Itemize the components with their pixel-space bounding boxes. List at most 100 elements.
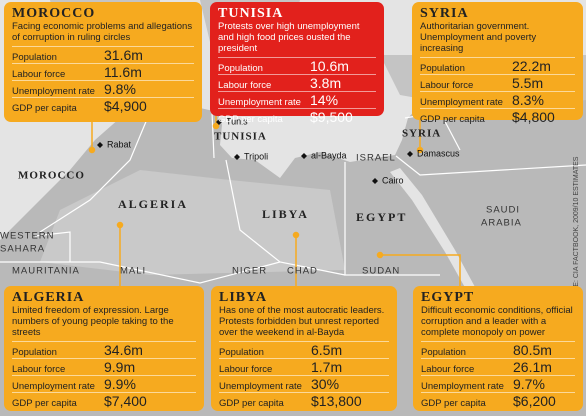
stat-label: Population — [219, 347, 264, 358]
box-description: Facing economic problems and allegations… — [12, 21, 193, 43]
city-marker — [234, 154, 240, 160]
box-description: Has one of the most autocratic leaders. … — [219, 305, 385, 338]
country-label: ISRAEL — [356, 153, 396, 164]
stat-value: 9.9m — [104, 359, 136, 375]
country-box: MOROCCO Facing economic problems and alle… — [4, 2, 202, 122]
stat-row: Unemployment rate 9.8% — [12, 80, 194, 97]
stat-row: Labour force 26.1m — [421, 358, 575, 375]
stat-label: Labour force — [421, 364, 475, 375]
stat-value: 31.6m — [104, 47, 143, 63]
country-label: SUDAN — [362, 266, 400, 277]
country-label: CHAD — [287, 266, 318, 277]
stat-row: Labour force 1.7m — [219, 358, 389, 375]
stat-value: $13,800 — [311, 393, 362, 409]
stat-label: Unemployment rate — [420, 97, 503, 108]
stat-label: Labour force — [12, 69, 66, 80]
stat-label: Population — [12, 52, 57, 63]
stat-row: Population 22.2m — [420, 57, 575, 74]
source: SOURCE: CIA FACTBOOK, 2009/10 ESTIMATES — [573, 156, 580, 312]
box-description: Difficult economic conditions, official … — [421, 305, 573, 338]
country-box: EGYPT Difficult economic conditions, offi… — [413, 286, 583, 411]
box-title: EGYPT — [421, 290, 475, 305]
stat-label: Unemployment rate — [12, 381, 95, 392]
stat-row: GDP per capita $4,800 — [420, 108, 575, 125]
stat-value: $9,500 — [310, 109, 353, 125]
stat-row: Labour force 9.9m — [12, 358, 196, 375]
country-box: SYRIA Authoritarian government. Unemploym… — [412, 2, 583, 125]
box-description: Authoritarian government. Unemployment a… — [420, 21, 537, 54]
stat-label: Population — [421, 347, 466, 358]
country-label: ARABIA — [481, 218, 522, 229]
stat-value: $6,200 — [513, 393, 556, 409]
city-marker — [97, 142, 103, 148]
box-title: SYRIA — [420, 6, 469, 21]
country-label: TUNISIA — [214, 131, 267, 143]
country-label: SYRIA — [402, 128, 441, 140]
stat-row: GDP per capita $7,400 — [12, 392, 196, 409]
stat-row: GDP per capita $4,900 — [12, 97, 194, 114]
stat-value: 34.6m — [104, 342, 143, 358]
red-sea — [390, 168, 482, 300]
stat-label: GDP per capita — [219, 398, 284, 409]
connectors — [88, 116, 461, 286]
city-label: Damascus — [417, 148, 460, 158]
stat-label: Labour force — [420, 80, 474, 91]
stat-value: 9.8% — [104, 81, 136, 97]
stat-row: Unemployment rate 9.9% — [12, 375, 196, 392]
city-marker — [407, 151, 413, 157]
stat-row: Unemployment rate 9.7% — [421, 375, 575, 392]
country-label: SAUDI — [486, 205, 520, 216]
stat-row: Population 6.5m — [219, 341, 389, 358]
stat-value: 14% — [310, 92, 339, 108]
box-title: MOROCCO — [12, 6, 96, 21]
stat-row: Population 10.6m — [218, 57, 376, 74]
stat-row: GDP per capita $13,800 — [219, 392, 389, 409]
stat-row: GDP per capita $9,500 — [218, 108, 376, 125]
country-label: MOROCCO — [18, 170, 85, 182]
stat-value: 5.5m — [512, 75, 544, 91]
stat-value: 30% — [311, 376, 340, 392]
stat-value: 9.9% — [104, 376, 136, 392]
box-description: Limited freedom of expression. Large num… — [12, 305, 174, 338]
stat-label: Population — [12, 347, 57, 358]
stat-value: $4,800 — [512, 109, 555, 125]
stat-value: 11.6m — [104, 64, 142, 80]
stat-row: Population 34.6m — [12, 341, 196, 358]
stat-row: Labour force 3.8m — [218, 74, 376, 91]
country-label: MALI — [120, 266, 146, 277]
stat-row: Unemployment rate 14% — [218, 91, 376, 108]
country-box: TUNISIA Protests over high unemployment a… — [210, 2, 384, 125]
country-label: LIBYA — [262, 207, 309, 221]
stat-label: Labour force — [219, 364, 273, 375]
stat-label: Unemployment rate — [219, 381, 302, 392]
stat-value: 1.7m — [311, 359, 343, 375]
stat-label: Unemployment rate — [12, 86, 95, 97]
city-label: Tunis — [226, 116, 248, 126]
stat-row: Population 31.6m — [12, 46, 194, 63]
country-label: ALGERIA — [118, 197, 188, 211]
stat-value: 22.2m — [512, 58, 551, 74]
stat-value: 80.5m — [513, 342, 552, 358]
stat-label: GDP per capita — [218, 114, 283, 125]
stat-label: GDP per capita — [12, 103, 77, 114]
stat-label: Unemployment rate — [218, 97, 301, 108]
country-label: EGYPT — [356, 210, 407, 224]
country-label: NIGER — [232, 266, 267, 277]
stat-label: Unemployment rate — [421, 381, 504, 392]
box-title: LIBYA — [219, 290, 268, 305]
country-box: ALGERIA Limited freedom of expression. La… — [4, 286, 204, 411]
stat-label: GDP per capita — [12, 398, 77, 409]
city-label: al-Bayda — [311, 150, 347, 160]
box-description: Protests over high unemployment and high… — [218, 21, 360, 54]
city-marker — [216, 119, 222, 125]
stat-label: Population — [218, 63, 263, 74]
city-marker — [301, 153, 307, 159]
box-title: ALGERIA — [12, 290, 85, 305]
stat-label: Population — [420, 63, 465, 74]
stat-label: GDP per capita — [420, 114, 485, 125]
stat-value: 10.6m — [310, 58, 349, 74]
stat-label: Labour force — [218, 80, 272, 91]
stat-row: Unemployment rate 8.3% — [420, 91, 575, 108]
city-marker — [372, 178, 378, 184]
stat-row: Unemployment rate 30% — [219, 375, 389, 392]
